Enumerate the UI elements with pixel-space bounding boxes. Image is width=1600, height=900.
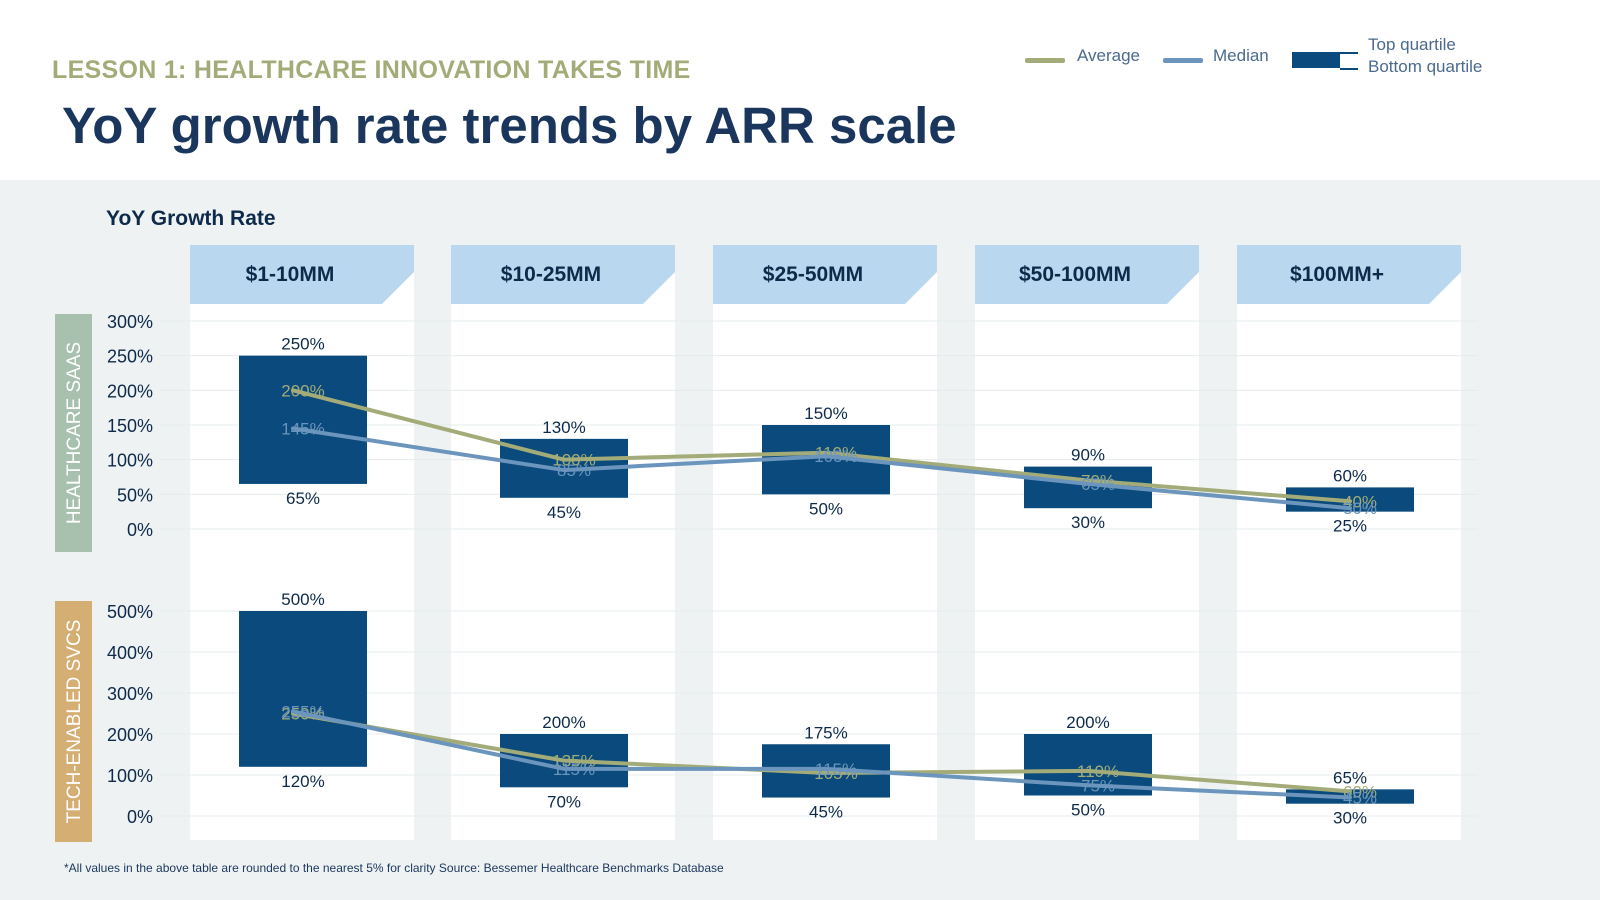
bottom-quartile-label: 65% [286, 489, 320, 508]
median-value-label: 75% [1081, 776, 1115, 795]
y-tick-label: 500% [107, 602, 153, 622]
column-bg [713, 245, 937, 840]
bottom-quartile-label: 30% [1333, 809, 1367, 828]
average-value-label: 110% [1077, 762, 1119, 781]
legend-top-quartile-label: Top quartile [1368, 35, 1456, 54]
top-quartile-label: 175% [804, 723, 847, 742]
legend-average-swatch [1025, 58, 1065, 63]
bottom-quartile-label: 50% [809, 499, 843, 518]
top-quartile-label: 130% [542, 418, 585, 437]
bottom-quartile-label: 45% [809, 803, 843, 822]
growth-chart: $1-10MM $10-25MM $25-50MM $50-100MM $100MM+ Y… [55, 207, 1478, 842]
quartile-box [239, 355, 367, 484]
top-quartile-label: 250% [281, 335, 324, 354]
top-quartile-label: 60% [1333, 466, 1367, 485]
y-tick-label: 100% [107, 766, 153, 786]
footnote: *All values in the above table are round… [64, 861, 724, 875]
median-line [291, 709, 1352, 800]
column-bg [1237, 245, 1461, 840]
legend-average-label: Average [1077, 46, 1141, 65]
average-value-label: 40% [1343, 492, 1377, 511]
y-axis-title: YoY Growth Rate [106, 207, 276, 230]
legend-quartile-swatch [1292, 52, 1360, 70]
bottom-quartile-label: 45% [547, 503, 581, 522]
median-value-label: 115% [815, 760, 857, 779]
y-tick-label: 400% [107, 643, 153, 663]
column-header-label: $50-100MM [1019, 263, 1131, 286]
legend-quartile-box [1292, 52, 1340, 68]
average-value-label: 200% [281, 381, 324, 400]
group-band [55, 601, 92, 842]
median-value-label: 85% [557, 461, 591, 480]
column-header-label: $10-25MM [501, 263, 601, 286]
bottom-quartile-label: 25% [1333, 517, 1367, 536]
y-tick-label: 0% [127, 520, 153, 540]
top-quartile-label: 150% [804, 404, 847, 423]
median-value-label: 145% [281, 419, 324, 438]
y-tick-label: 0% [127, 807, 153, 827]
top-quartile-label: 200% [1066, 713, 1109, 732]
average-value-label: 135% [552, 752, 595, 771]
bottom-quartile-label: 30% [1071, 513, 1105, 532]
average-line [291, 711, 1352, 794]
column-header-tab [190, 245, 414, 304]
average-line [291, 388, 1352, 504]
top-quartile-label: 200% [542, 713, 585, 732]
legend: Average Median Top quartile Bottom quart… [1025, 35, 1505, 78]
column-header-label: $100MM+ [1290, 263, 1384, 286]
legend-bottom-quartile-label: Bottom quartile [1368, 57, 1483, 76]
legend-quartile-bracket [1340, 52, 1358, 70]
bottom-quartile-label: 70% [547, 792, 581, 811]
median-value-label: 105% [814, 447, 857, 466]
lesson-kicker: LESSON 1: HEALTHCARE INNOVATION TAKES TI… [52, 56, 691, 84]
column-header-tab [451, 245, 675, 304]
chart-panel: $1-10MM $10-25MM $25-50MM $50-100MM $100MM+ Y… [0, 180, 1600, 900]
column-header-label: $1-10MM [246, 263, 335, 286]
group-label: HEALTHCARE SAAS [64, 342, 85, 524]
median-value-label: 45% [1343, 789, 1377, 808]
column-header-tab [1237, 245, 1461, 304]
average-value-label: 100% [552, 451, 595, 470]
median-value-label: 255% [281, 702, 324, 721]
quartile-box [239, 611, 367, 767]
bottom-quartile-label: 50% [1071, 801, 1105, 820]
y-tick-label: 50% [117, 485, 153, 505]
column-header-tab [713, 245, 937, 304]
median-value-label: 65% [1081, 475, 1115, 494]
median-line [291, 426, 1352, 511]
page-title: YoY growth rate trends by ARR scale [62, 97, 957, 154]
bottom-quartile-label: 120% [281, 772, 324, 791]
top-quartile-label: 500% [281, 590, 324, 609]
column-header-label: $25-50MM [763, 263, 863, 286]
y-tick-label: 300% [107, 684, 153, 704]
group-label: TECH-ENABLED SVCS [64, 620, 85, 824]
y-tick-label: 150% [107, 416, 153, 436]
y-tick-label: 200% [107, 381, 153, 401]
median-value-label: 30% [1343, 499, 1377, 518]
y-tick-label: 200% [107, 725, 153, 745]
y-tick-label: 100% [107, 451, 153, 471]
legend-median-label: Median [1213, 46, 1269, 65]
top-quartile-label: 90% [1071, 446, 1105, 465]
group-band [55, 314, 92, 552]
y-tick-label: 250% [107, 347, 153, 367]
legend-median-swatch [1163, 58, 1203, 63]
top-quartile-label: 65% [1333, 768, 1367, 787]
y-tick-label: 300% [107, 312, 153, 332]
median-value-label: 115% [553, 760, 595, 779]
column-header-tab [975, 245, 1199, 304]
